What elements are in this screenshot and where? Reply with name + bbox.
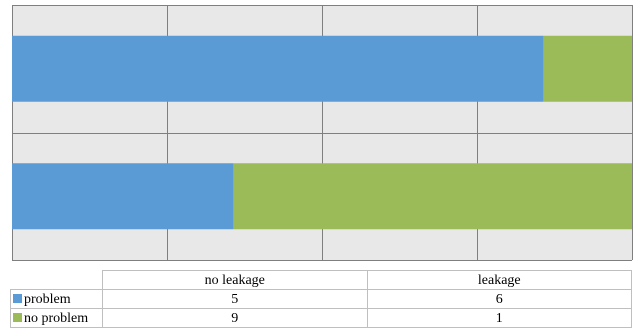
series-name-problem: problem (24, 291, 71, 307)
bar-problem-no-leakage (12, 163, 234, 230)
value-no-problem-leakage: 1 (366, 308, 632, 328)
data-table-row-no-problem: no problem 9 1 (10, 308, 632, 328)
data-table-header-row: no leakage leakage (10, 270, 632, 290)
series-label-no-problem: no problem (10, 308, 103, 328)
data-table-row-problem: problem 5 6 (10, 289, 632, 309)
value-problem-no-leakage: 5 (102, 289, 368, 309)
bar-chart (12, 5, 633, 261)
legend-key-problem (13, 293, 22, 303)
value-problem-leakage: 6 (366, 289, 632, 309)
data-table: no leakage leakage problem 5 6 no proble… (10, 270, 632, 328)
data-table-corner (10, 270, 103, 290)
bar-no-problem-leakage (543, 35, 632, 102)
value-no-problem-no-leakage: 9 (102, 308, 368, 328)
bar-problem-leakage (12, 35, 544, 102)
bars (12, 35, 632, 230)
bar-no-problem-no-leakage (233, 163, 632, 230)
category-label-no-leakage: no leakage (102, 270, 368, 290)
series-name-no-problem: no problem (24, 310, 89, 326)
series-label-problem: problem (10, 289, 103, 309)
category-label-leakage: leakage (366, 270, 632, 290)
legend-key-no-problem (13, 312, 22, 322)
